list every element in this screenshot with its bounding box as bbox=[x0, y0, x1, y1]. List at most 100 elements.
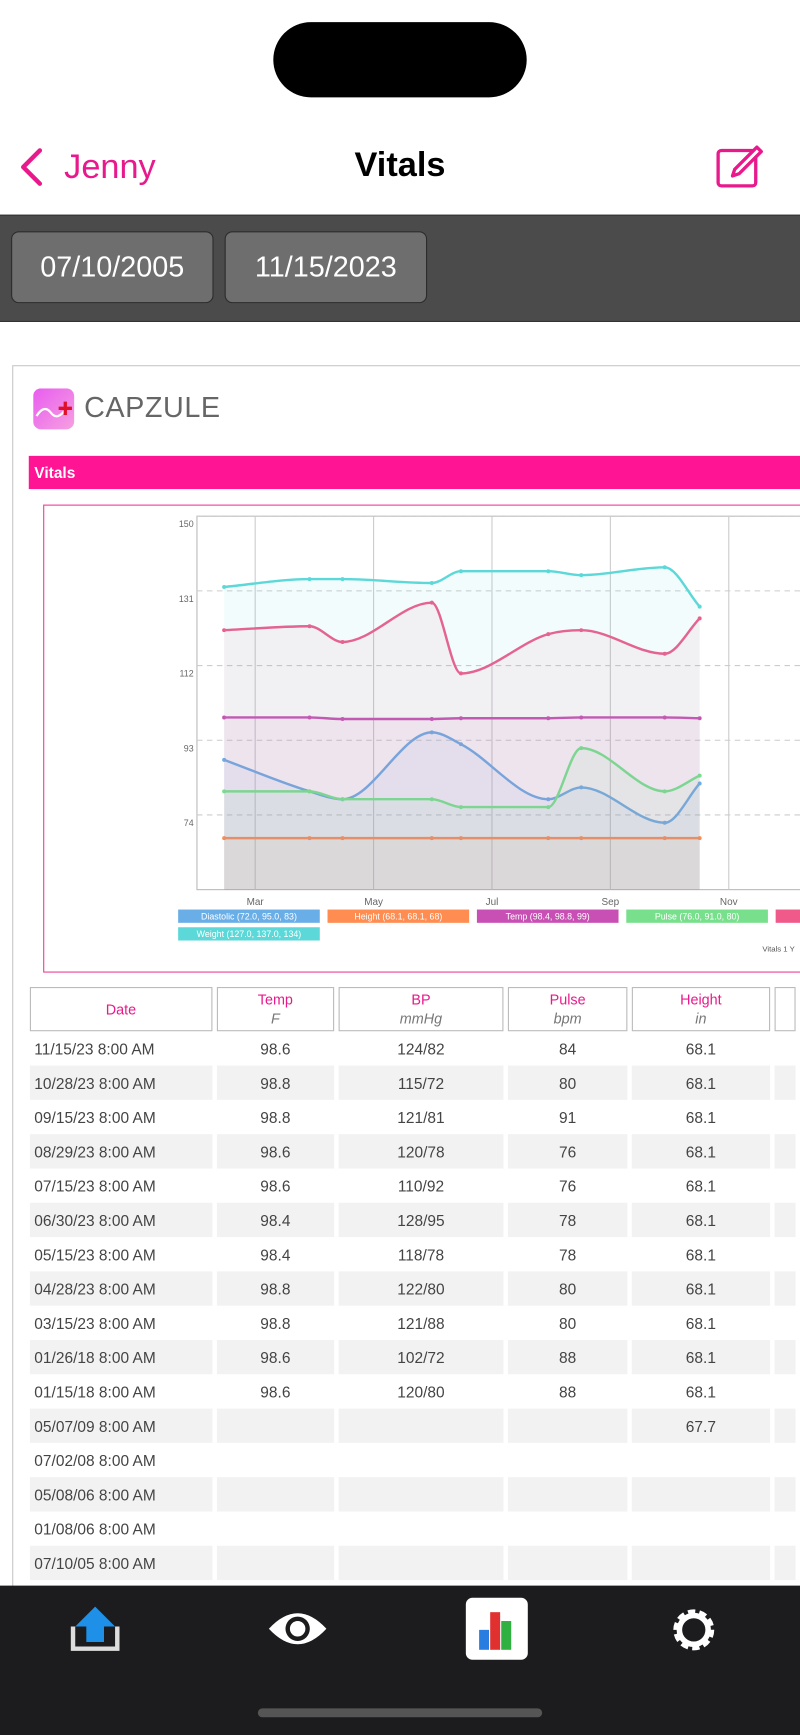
data-point bbox=[429, 600, 434, 605]
table-cell: 102/72 bbox=[338, 1339, 504, 1375]
legend-swatch bbox=[775, 909, 800, 923]
view-tab[interactable] bbox=[266, 1607, 330, 1651]
table-cell bbox=[338, 1408, 504, 1443]
table-row: 05/07/09 8:00 AM 67.7 bbox=[29, 1408, 796, 1443]
table-cell: 07/10/05 8:00 AM bbox=[29, 1545, 212, 1581]
table-cell: 76 bbox=[507, 1134, 628, 1169]
brand-name: CAPZULE bbox=[84, 390, 221, 424]
table-cell: 68.1 bbox=[685, 1313, 716, 1332]
header-title: Temp bbox=[257, 991, 293, 1009]
table-cell: 68.1 bbox=[685, 1176, 716, 1195]
chart-frame bbox=[43, 504, 800, 973]
data-point bbox=[697, 773, 702, 778]
table-row: 01/15/18 8:00 AM 98.6 120/80 88 68.1 bbox=[30, 1374, 796, 1408]
table-cell: 08/29/23 8:00 AM bbox=[29, 1134, 212, 1169]
table-row: 10/28/23 8:00 AM 98.8 115/72 80 68.1 bbox=[29, 1065, 796, 1100]
table-cell bbox=[216, 1408, 335, 1443]
x-tick-label: May bbox=[364, 897, 383, 908]
column-header: BP mmHg bbox=[338, 986, 504, 1032]
table-cell: 98.6 bbox=[216, 1339, 335, 1375]
table-cell: 88 bbox=[507, 1339, 628, 1375]
table-cell: 68.1 bbox=[685, 1108, 716, 1126]
table-row: 09/15/23 8:00 AM 98.8 121/81 91 68.1 bbox=[30, 1100, 796, 1134]
data-point bbox=[546, 716, 551, 721]
table-cell: 68.1 bbox=[632, 1339, 770, 1375]
legend-label: Weight (127.0, 137.0, 134) bbox=[197, 929, 302, 939]
header-title: BP bbox=[411, 991, 431, 1009]
series-area bbox=[224, 717, 700, 890]
y-tick-label: 93 bbox=[184, 743, 194, 753]
table-row: 05/15/23 8:00 AM 98.4 118/78 78 68.1 bbox=[30, 1237, 796, 1271]
table-cell bbox=[774, 1339, 796, 1375]
charts-tab[interactable] bbox=[465, 1597, 529, 1661]
table-cell: 05/15/23 8:00 AM bbox=[34, 1245, 156, 1264]
table-cell bbox=[338, 1545, 504, 1581]
series-area bbox=[224, 567, 700, 890]
data-point bbox=[458, 716, 463, 721]
start-date[interactable]: 07/10/2005 bbox=[11, 231, 214, 304]
series-area bbox=[224, 838, 700, 890]
table-cell: 128/95 bbox=[338, 1202, 504, 1238]
vitals-table: Date Temp F BP mmHg Pulse bpm Height in 11/15/23 … bbox=[25, 986, 800, 1581]
header-unit: mmHg bbox=[399, 1010, 443, 1027]
data-point bbox=[579, 746, 584, 751]
table-cell: 03/15/23 8:00 AM bbox=[34, 1313, 156, 1332]
table-cell: 88 bbox=[559, 1382, 577, 1401]
table-cell bbox=[774, 1374, 796, 1408]
table-cell bbox=[339, 1511, 503, 1545]
table-cell: 05/07/09 8:00 AM bbox=[29, 1408, 212, 1443]
legend-label: Pulse (76.0, 91.0, 80) bbox=[655, 912, 740, 922]
column-header: Temp F bbox=[216, 986, 335, 1032]
table-cell bbox=[632, 1443, 769, 1477]
dynamic-island bbox=[273, 22, 527, 98]
legend-label: Diastolic (72.0, 95.0, 83) bbox=[201, 912, 297, 922]
header-title: Height bbox=[680, 991, 722, 1009]
data-point bbox=[307, 715, 312, 720]
upload-tab[interactable] bbox=[69, 1604, 124, 1654]
table-cell: 07/02/08 8:00 AM bbox=[34, 1451, 156, 1469]
table-cell bbox=[507, 1477, 628, 1512]
legend-label: Temp (98.4, 98.8, 99) bbox=[506, 912, 590, 922]
back-chevron bbox=[21, 148, 43, 186]
series-area bbox=[224, 732, 700, 890]
column-header: Height in bbox=[632, 986, 770, 1032]
table-cell: 11/15/23 8:00 AM bbox=[34, 1039, 155, 1058]
table-cell bbox=[339, 1443, 503, 1477]
data-point bbox=[546, 805, 551, 810]
header-title: Date bbox=[105, 1000, 137, 1018]
table-row: 07/02/08 8:00 AM bbox=[30, 1443, 796, 1477]
data-point bbox=[340, 577, 345, 582]
settings-tab[interactable] bbox=[668, 1604, 719, 1655]
back-button[interactable]: Jenny bbox=[18, 144, 156, 190]
data-point bbox=[662, 820, 667, 825]
table-cell: 121/88 bbox=[397, 1313, 445, 1332]
table-cell: 115/72 bbox=[338, 1065, 504, 1100]
legend-swatch bbox=[626, 909, 768, 923]
table-cell: 91 bbox=[559, 1108, 577, 1126]
table-cell bbox=[774, 1168, 796, 1202]
section-title: Vitals bbox=[28, 455, 800, 490]
table-row: 08/29/23 8:00 AM 98.6 120/78 76 68.1 bbox=[29, 1134, 796, 1169]
column-header: Pulse bpm bbox=[507, 986, 628, 1032]
table-cell: 84 bbox=[559, 1039, 577, 1058]
table-cell: 68.1 bbox=[632, 1065, 770, 1100]
table-row: 07/10/05 8:00 AM bbox=[29, 1545, 796, 1581]
data-point bbox=[546, 632, 551, 637]
table-cell: 98.8 bbox=[216, 1065, 335, 1100]
home-indicator bbox=[257, 1708, 543, 1718]
edit-button[interactable] bbox=[715, 142, 766, 191]
data-point bbox=[222, 628, 227, 633]
data-point bbox=[429, 717, 434, 722]
table-cell: 118/78 bbox=[397, 1245, 445, 1264]
end-date[interactable]: 11/15/2023 bbox=[224, 231, 428, 304]
data-point bbox=[429, 836, 434, 841]
table-cell: 80 bbox=[507, 1065, 628, 1100]
table-cell bbox=[774, 1306, 796, 1340]
legend-swatch bbox=[476, 909, 619, 923]
table-cell: 68.1 bbox=[632, 1134, 770, 1169]
data-point bbox=[222, 757, 227, 762]
data-point bbox=[546, 836, 551, 841]
data-point bbox=[697, 616, 702, 621]
table-cell bbox=[508, 1511, 628, 1545]
